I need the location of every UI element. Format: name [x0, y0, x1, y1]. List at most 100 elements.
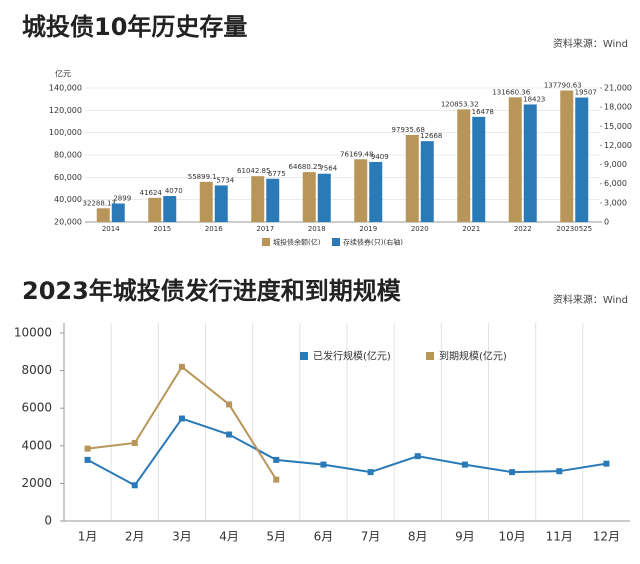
y-tick-label: 2000 — [21, 476, 52, 490]
x-tick-label: 10月 — [498, 530, 525, 544]
y-tick-label: 4000 — [21, 438, 52, 452]
legend-label: 已发行规模(亿元) — [313, 350, 391, 363]
source: 资料来源：Wind — [553, 293, 628, 306]
data-label: 18423 — [523, 95, 545, 103]
point — [367, 469, 374, 476]
data-label: 61042.85 — [237, 167, 270, 175]
bar — [405, 134, 419, 222]
y-tick-label: 120,000 — [49, 106, 82, 115]
x-tick-label: 6月 — [314, 530, 334, 544]
data-label: 131660.36 — [492, 88, 530, 96]
point — [461, 461, 468, 468]
bar — [560, 90, 574, 222]
y-tick-label: 10000 — [14, 326, 52, 340]
bar — [266, 178, 280, 222]
y2-tick-label: 0 — [604, 218, 609, 227]
x-tick-label: 1月 — [78, 530, 98, 544]
y-tick-label: 40,000 — [54, 195, 82, 204]
bar — [420, 141, 434, 222]
y-tick-label: 100,000 — [49, 128, 82, 137]
point — [273, 476, 280, 483]
y2-tick-label: 9,000 — [604, 160, 627, 169]
y-axis-unit: 亿元 — [55, 69, 71, 79]
x-tick-label: 7月 — [361, 530, 381, 544]
x-tick-label: 4月 — [219, 530, 239, 544]
point — [273, 456, 280, 463]
chart-title: 城投债10年历史存量 — [22, 13, 247, 41]
data-label: 9409 — [371, 153, 389, 161]
y-tick-label: 8000 — [21, 363, 52, 377]
x-tick-label: 2月 — [125, 530, 145, 544]
x-tick-label: 11月 — [546, 530, 573, 544]
data-label: 4070 — [165, 187, 183, 195]
bar — [317, 173, 331, 222]
y-tick-label: 6000 — [21, 401, 52, 415]
data-label: 5734 — [216, 176, 234, 184]
y-tick-label: 80,000 — [54, 151, 82, 160]
data-label: 120853.32 — [441, 100, 479, 108]
point — [131, 439, 138, 446]
point — [556, 468, 563, 475]
point — [84, 456, 91, 463]
bar — [302, 172, 316, 222]
legend-swatch — [300, 352, 308, 360]
data-label: 2899 — [113, 195, 131, 203]
bar — [251, 176, 265, 222]
data-label: 97935.68 — [392, 126, 425, 134]
legend-swatch — [332, 238, 340, 246]
y2-tick-label: 21,000 — [604, 84, 632, 93]
bar — [148, 197, 162, 222]
point — [603, 460, 610, 467]
data-label: 7564 — [319, 165, 337, 173]
y2-tick-label: 18,000 — [604, 103, 632, 112]
y2-tick-label: 15,000 — [604, 122, 632, 131]
y2-tick-label: 3,000 — [604, 198, 627, 207]
legend-label: 到期规模(亿元) — [439, 350, 507, 363]
x-tick-label: 8月 — [408, 530, 428, 544]
x-tick-label: 5月 — [266, 530, 286, 544]
x-tick-label: 2020 — [411, 225, 429, 233]
point — [509, 469, 516, 476]
data-label: 12668 — [420, 132, 442, 140]
x-tick-label: 2019 — [359, 225, 377, 233]
bar — [575, 97, 589, 222]
bar — [457, 109, 471, 222]
point — [178, 363, 185, 370]
x-tick-label: 2022 — [514, 225, 532, 233]
y2-tick-label: 12,000 — [604, 141, 632, 150]
point — [320, 461, 327, 468]
x-tick-label: 2014 — [102, 225, 120, 233]
line — [87, 365, 278, 481]
bar — [508, 97, 522, 222]
data-label: 6775 — [268, 170, 286, 178]
bar — [354, 159, 368, 222]
point — [131, 482, 138, 489]
bar — [199, 181, 213, 222]
y-tick-label: 20,000 — [54, 218, 82, 227]
legend-label: 存续债券(只)(右轴) — [343, 238, 403, 247]
y-tick-label: 60,000 — [54, 173, 82, 182]
y-tick-label: 0 — [44, 514, 52, 528]
x-tick-label: 2016 — [205, 225, 223, 233]
point — [226, 401, 233, 408]
data-label: 64680.25 — [289, 163, 322, 171]
bar — [163, 196, 177, 222]
x-tick-label: 3月 — [172, 530, 192, 544]
x-tick-label: 2017 — [256, 225, 274, 233]
x-tick-label: 9月 — [455, 530, 475, 544]
bar — [111, 203, 125, 222]
bar — [96, 208, 110, 222]
data-label: 32288.13 — [83, 199, 116, 207]
bar — [472, 116, 486, 222]
y2-tick-label: 6,000 — [604, 179, 627, 188]
x-tick-label: 20230525 — [556, 225, 592, 233]
data-label: 55899.1 — [188, 173, 217, 181]
data-label: 137790.63 — [544, 81, 582, 89]
data-label: 41624 — [140, 189, 163, 197]
chart-title: 2023年城投债发行进度和到期规模 — [22, 277, 402, 305]
bar — [523, 104, 537, 222]
point — [84, 445, 91, 452]
bar — [369, 161, 383, 222]
legend-swatch — [426, 352, 434, 360]
